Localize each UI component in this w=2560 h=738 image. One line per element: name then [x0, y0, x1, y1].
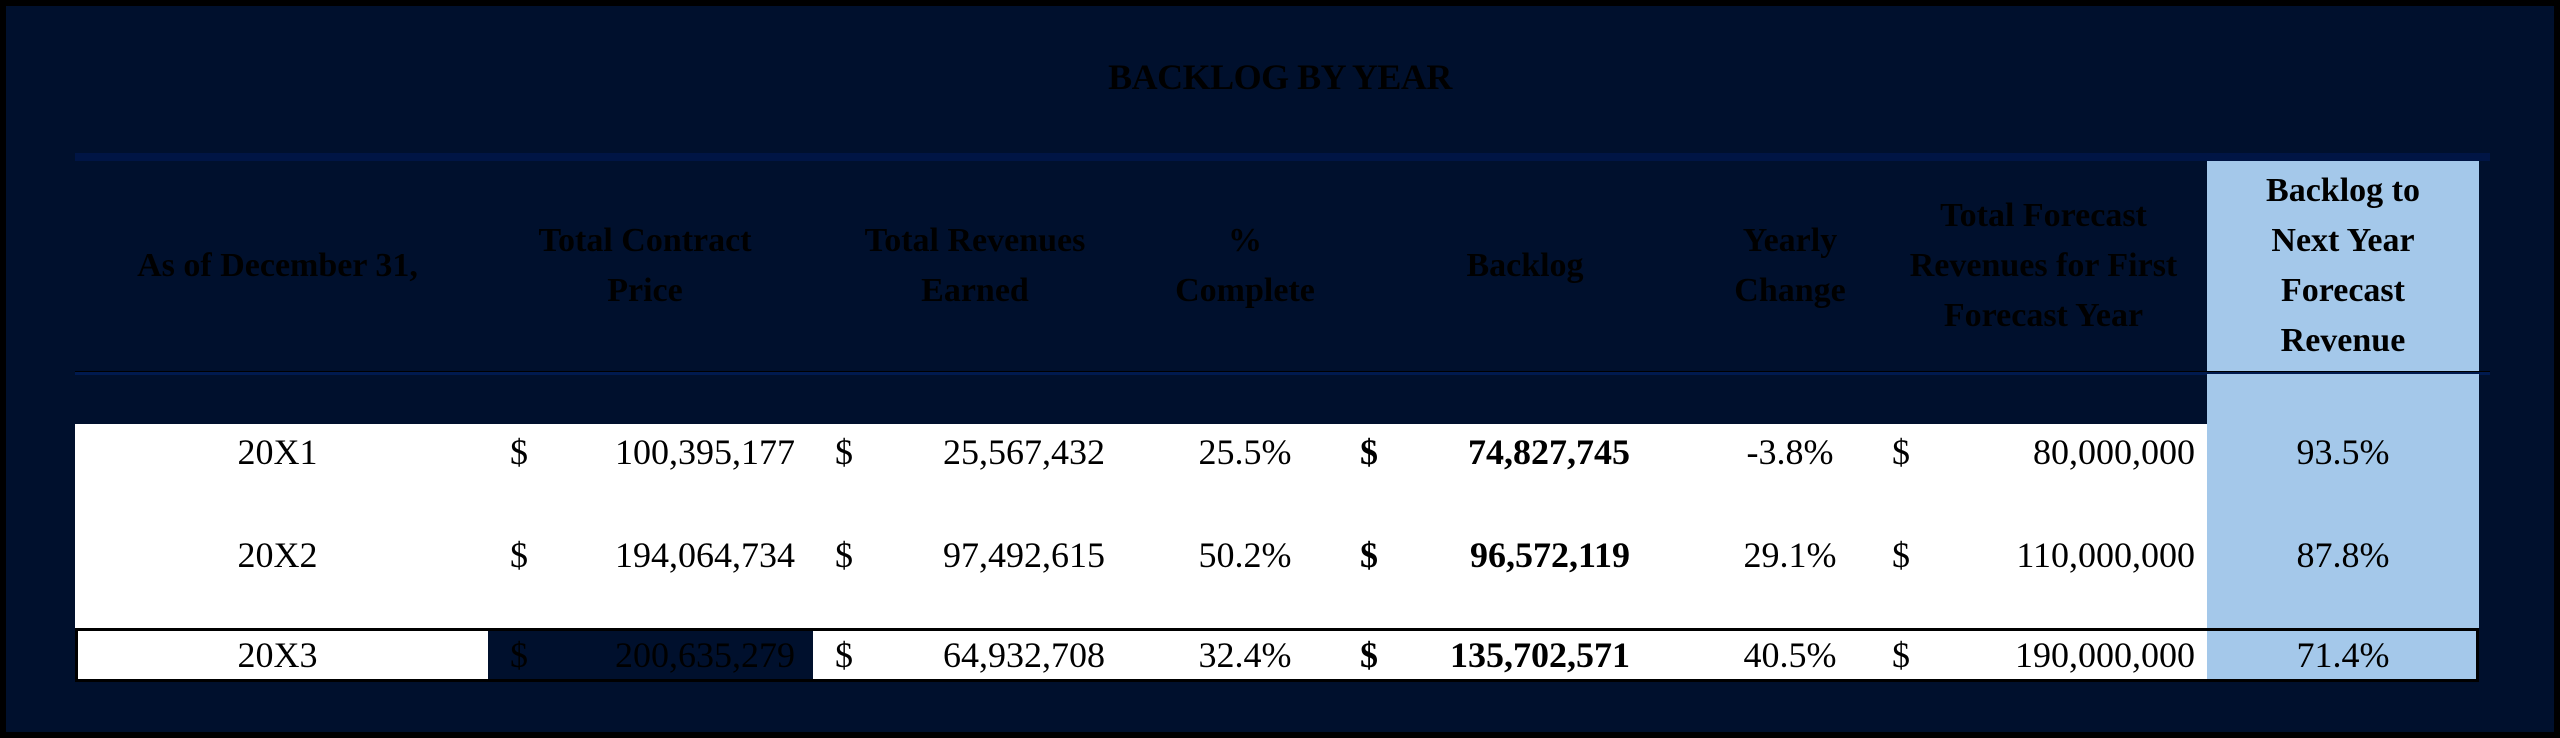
currency-symbol: $ [835, 535, 853, 575]
cell-backlog: 135,702,571 [1450, 635, 1630, 675]
cell-total-contract-price: 194,064,734 [615, 535, 795, 575]
cell-year: 20X3 [237, 635, 318, 675]
header-year: As of December 31, [137, 247, 418, 284]
table-title: BACKLOG BY YEAR [1108, 57, 1452, 97]
header-percent-complete: % Complete [1175, 222, 1315, 309]
header-total-revenues-earned: Total Revenues Earned [864, 222, 1086, 309]
cell-backlog-to-forecast: 87.8% [2296, 535, 2390, 575]
header-total-contract-price: Total Contract Price [538, 222, 752, 309]
cell-year: 20X2 [237, 535, 318, 575]
cell-backlog: 74,827,745 [1468, 432, 1630, 472]
table-row: 20X3 $ 200,635,279 $ 64,932,708 32.4% $ … [75, 631, 2479, 679]
header-top-rule [75, 153, 2490, 161]
table-header: As of December 31, Total Contract Price … [75, 161, 2490, 371]
header-backlog: Backlog [1466, 247, 1584, 284]
currency-symbol: $ [1892, 535, 1910, 575]
cell-yearly-change: 29.1% [1743, 535, 1837, 575]
currency-symbol: $ [835, 432, 853, 472]
currency-symbol: $ [1360, 432, 1378, 472]
highlighted-row-frame [75, 628, 2479, 682]
currency-symbol: $ [1892, 432, 1910, 472]
cell-total-revenues-earned: 64,932,708 [943, 635, 1105, 675]
cell-backlog-to-forecast: 71.4% [2296, 635, 2390, 675]
cell-forecast-revenue: 110,000,000 [2016, 535, 2195, 575]
table-row: 20X2 $ 194,064,734 $ 97,492,615 50.2% $ … [75, 525, 2479, 585]
highlight-column-fill [2207, 374, 2479, 629]
currency-symbol: $ [510, 635, 528, 675]
currency-symbol: $ [510, 432, 528, 472]
cell-total-revenues-earned: 25,567,432 [943, 432, 1105, 472]
table-row: 20X1 $ 100,395,177 $ 25,567,432 25.5% $ … [75, 422, 2479, 482]
header-bottom-rule [75, 371, 2490, 375]
currency-symbol: $ [510, 535, 528, 575]
highlight-cell-fill [2207, 631, 2476, 679]
currency-symbol: $ [1360, 535, 1378, 575]
header-backlog-to-forecast: Backlog to Next Year Forecast Revenue [2207, 161, 2479, 371]
cell-total-contract-price: 200,635,279 [615, 635, 795, 675]
cell-backlog-to-forecast: 93.5% [2296, 432, 2390, 472]
cell-yearly-change: -3.8% [1746, 432, 1834, 472]
cell-percent-complete: 50.2% [1198, 535, 1292, 575]
dark-cell-fill [488, 631, 813, 679]
cell-percent-complete: 32.4% [1198, 635, 1292, 675]
cell-total-revenues-earned: 97,492,615 [943, 535, 1105, 575]
cell-total-contract-price: 100,395,177 [615, 432, 795, 472]
cell-year: 20X1 [237, 432, 318, 472]
currency-symbol: $ [1360, 635, 1378, 675]
cell-forecast-revenue: 80,000,000 [2033, 432, 2195, 472]
header-forecast-revenue: Total Forecast Revenues for First Foreca… [1909, 197, 2178, 334]
cell-percent-complete: 25.5% [1198, 432, 1292, 472]
currency-symbol: $ [1892, 635, 1910, 675]
cell-forecast-revenue: 190,000,000 [2015, 635, 2195, 675]
cell-backlog: 96,572,119 [1469, 535, 1630, 575]
header-yearly-change: Yearly Change [1734, 222, 1846, 309]
table-body-fill [75, 424, 2207, 629]
currency-symbol: $ [835, 635, 853, 675]
cell-yearly-change: 40.5% [1743, 635, 1837, 675]
